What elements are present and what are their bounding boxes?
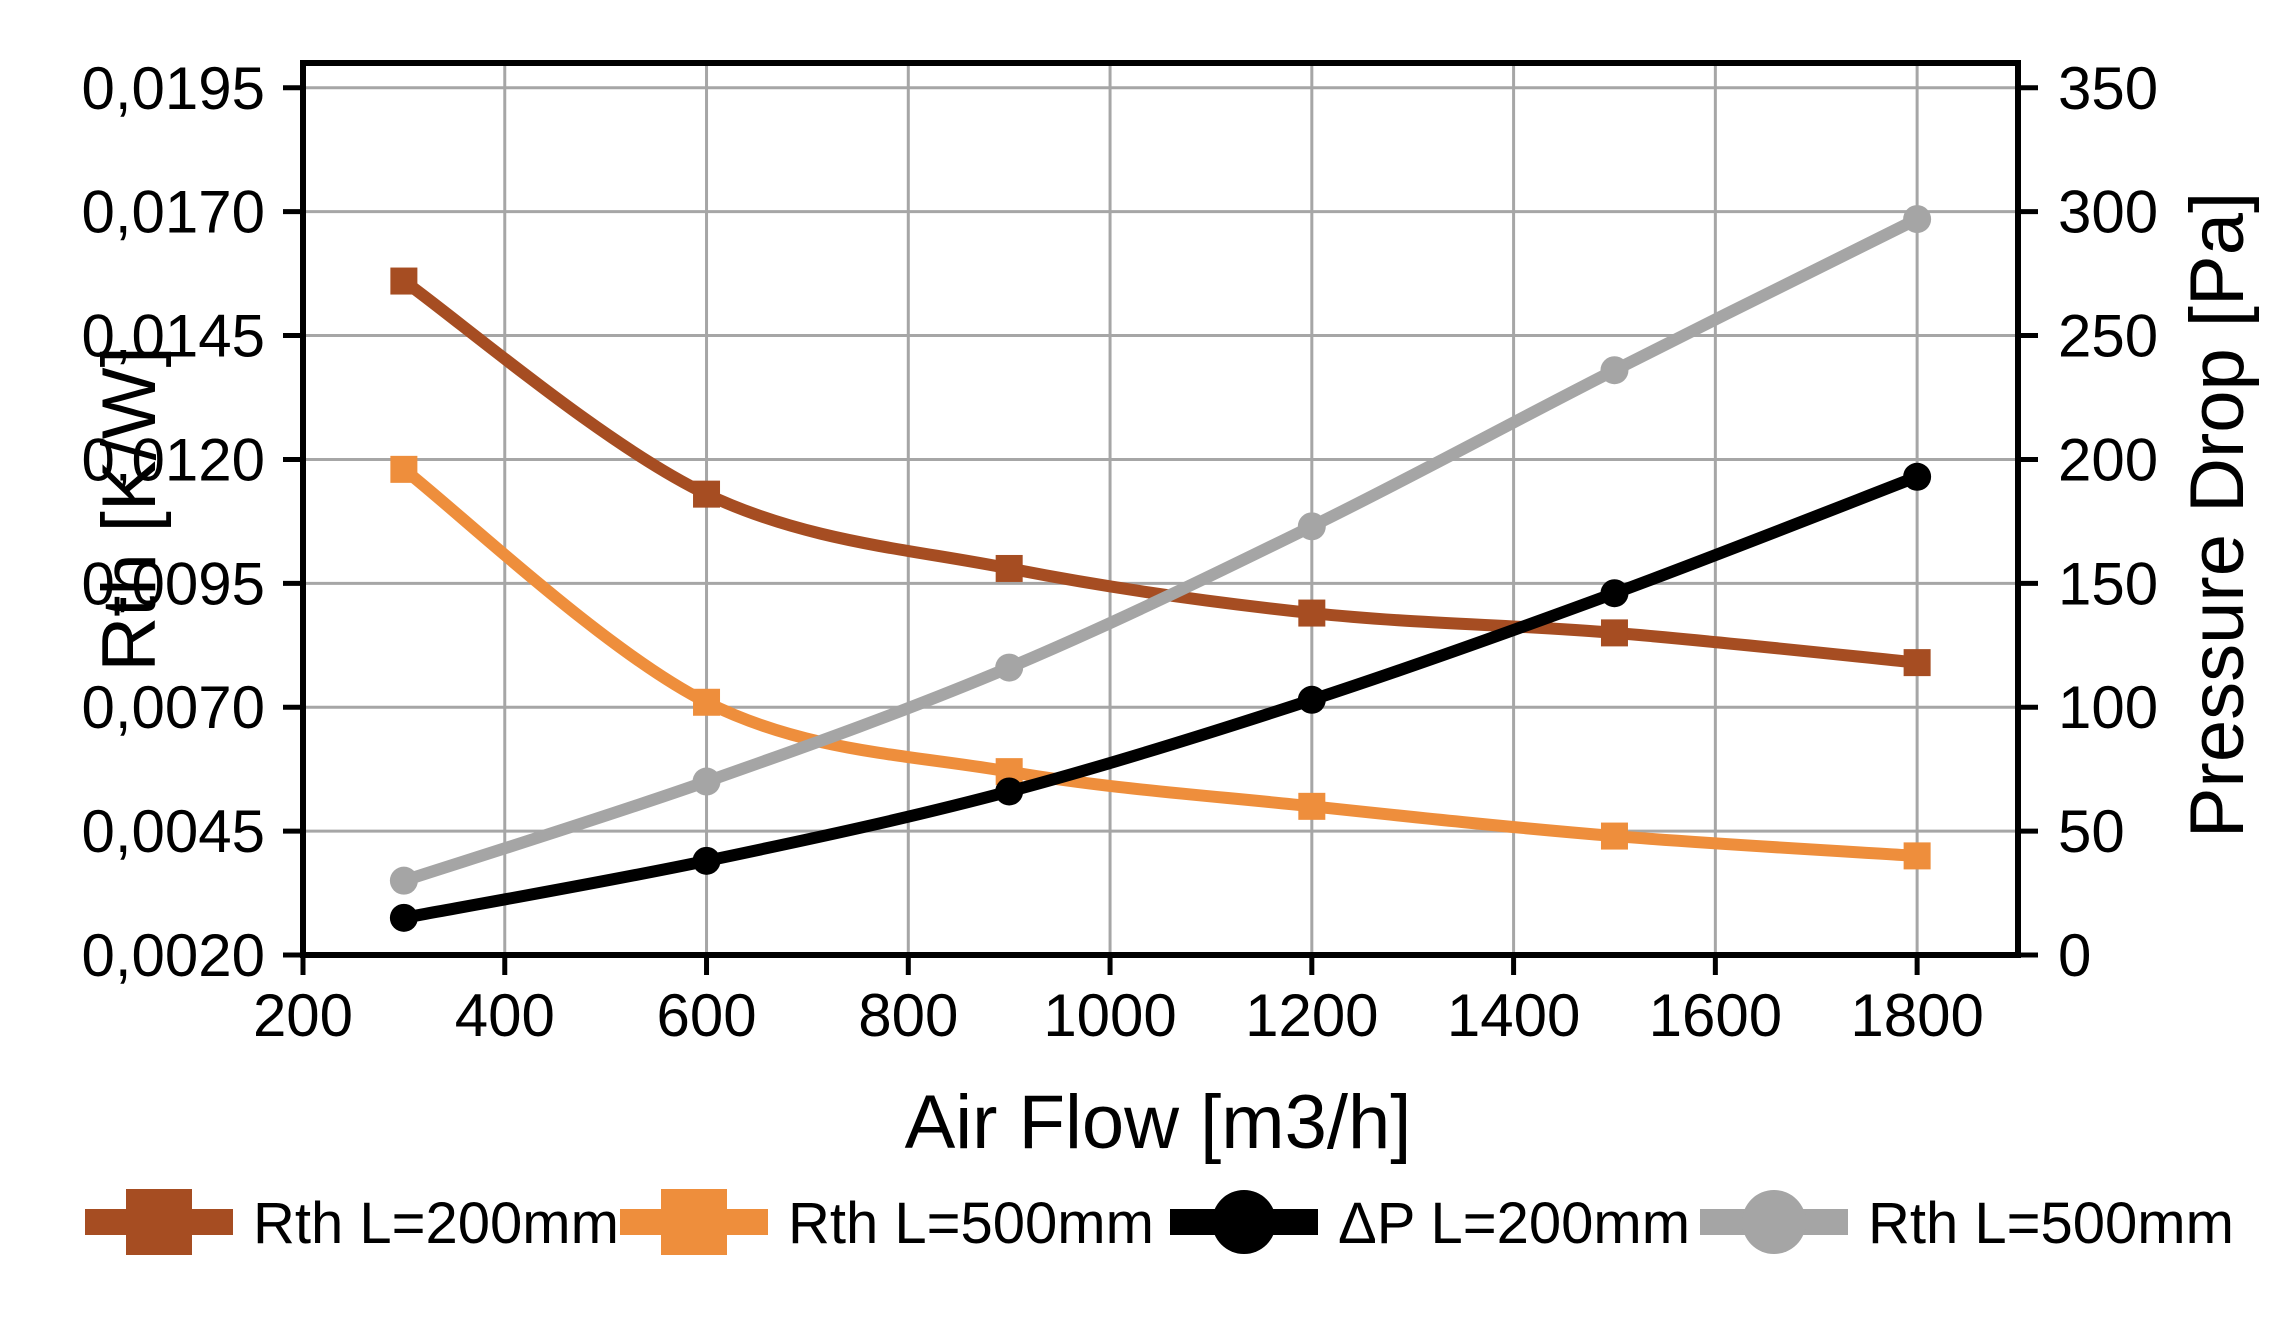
plot-frame (300, 60, 2021, 958)
y-right-tick-label: 350 (2058, 55, 2158, 122)
y-left-tick-label: 0,0020 (81, 922, 265, 989)
y-right-tick-label: 100 (2058, 674, 2158, 741)
y-right-tick-label: 150 (2058, 550, 2158, 617)
legend-label: ΔP L=200mm (1338, 1191, 1690, 1256)
series-3 (389, 205, 1932, 895)
series-0-marker (1903, 649, 1931, 677)
y-left-tick-label: 0,0095 (81, 550, 265, 617)
series-2-marker (692, 846, 721, 875)
y-left-tick-label: 0,0195 (81, 55, 265, 122)
series-1-line (397, 463, 1924, 862)
series-1-marker (693, 688, 721, 716)
x-tick-label: 800 (858, 982, 958, 1049)
x-tick-label: 200 (253, 982, 353, 1049)
x-tick-label: 1800 (1850, 982, 1983, 1049)
x-axis-title: Air Flow [m3/h] (905, 1080, 1412, 1165)
series-2-marker (995, 777, 1024, 806)
legend-swatch-circle-marker (1212, 1190, 1276, 1254)
series-1-marker (390, 455, 418, 483)
series-0-marker (1298, 599, 1326, 627)
y-right-tick-label: 300 (2058, 179, 2158, 246)
x-tick-label: 1200 (1245, 982, 1378, 1049)
y-left-tick-label: 0,0120 (81, 426, 265, 493)
series-2-marker (1297, 685, 1326, 714)
series-2-line (397, 470, 1924, 924)
y-left-tick-label: 0,0045 (81, 798, 265, 865)
series-layer (389, 205, 1932, 932)
series-3-marker (692, 767, 721, 796)
y-right-tick-label: 200 (2058, 426, 2158, 493)
legend-label: Rth L=200mm (253, 1191, 619, 1256)
x-tick-label: 600 (656, 982, 756, 1049)
y-left-axis-title: Rth [K/W] (87, 346, 172, 671)
legend-swatch-square-marker (126, 1189, 192, 1255)
series-0-marker (1600, 619, 1628, 647)
y-right-tick-label: 50 (2058, 798, 2125, 865)
y-right-axis-title: Pressure Drop [Pa] (2175, 192, 2260, 838)
y-right-tick-label: 250 (2058, 303, 2158, 370)
series-3-marker (995, 653, 1024, 682)
tick-layer (283, 85, 2038, 975)
series-2-marker (1903, 462, 1932, 491)
y-right-tick-label: 0 (2058, 922, 2091, 989)
series-3-marker (1297, 512, 1326, 541)
legend-item-1: Rth L=500mm (620, 1189, 1154, 1256)
legend-item-0: Rth L=200mm (85, 1189, 619, 1256)
series-2-marker (389, 903, 418, 932)
series-3-marker (389, 866, 418, 895)
series-3-marker (1600, 356, 1629, 385)
legend-label: Rth L=500mm (788, 1191, 1154, 1256)
series-3-line (397, 213, 1924, 887)
series-0-line (397, 275, 1924, 669)
series-1-marker (1600, 822, 1628, 850)
x-tick-label: 1400 (1447, 982, 1580, 1049)
series-0-marker (995, 554, 1023, 582)
x-tick-label: 400 (455, 982, 555, 1049)
series-1 (390, 455, 1931, 870)
series-1-marker (1298, 792, 1326, 820)
series-0 (390, 267, 1931, 677)
grid-layer (303, 63, 2018, 955)
series-1-marker (1903, 842, 1931, 870)
series-2 (389, 462, 1932, 932)
tick-label-layer: 0,0020 0,0045 0,0070 0,0095 0,0120 0,0145 0,01… (81, 55, 2158, 1049)
legend-swatch-square-marker (661, 1189, 727, 1255)
legend: Rth L=200mm Rth L=500mm ΔP L=200mm Rth L=50… (85, 1189, 2234, 1256)
legend-item-3: Rth L=500mm (1700, 1190, 2234, 1256)
x-tick-label: 1600 (1649, 982, 1782, 1049)
y-left-tick-label: 0,0170 (81, 179, 265, 246)
series-2-marker (1600, 579, 1629, 608)
legend-label: Rth L=500mm (1868, 1191, 2234, 1256)
y-left-tick-label: 0,0145 (81, 303, 265, 370)
y-left-tick-label: 0,0070 (81, 674, 265, 741)
legend-item-2: ΔP L=200mm (1170, 1190, 1690, 1256)
series-3-marker (1903, 205, 1932, 234)
frame-layer (300, 60, 2021, 958)
x-tick-label: 1000 (1043, 982, 1176, 1049)
series-0-marker (390, 267, 418, 295)
legend-swatch-circle-marker (1742, 1190, 1806, 1254)
series-0-marker (693, 480, 721, 508)
